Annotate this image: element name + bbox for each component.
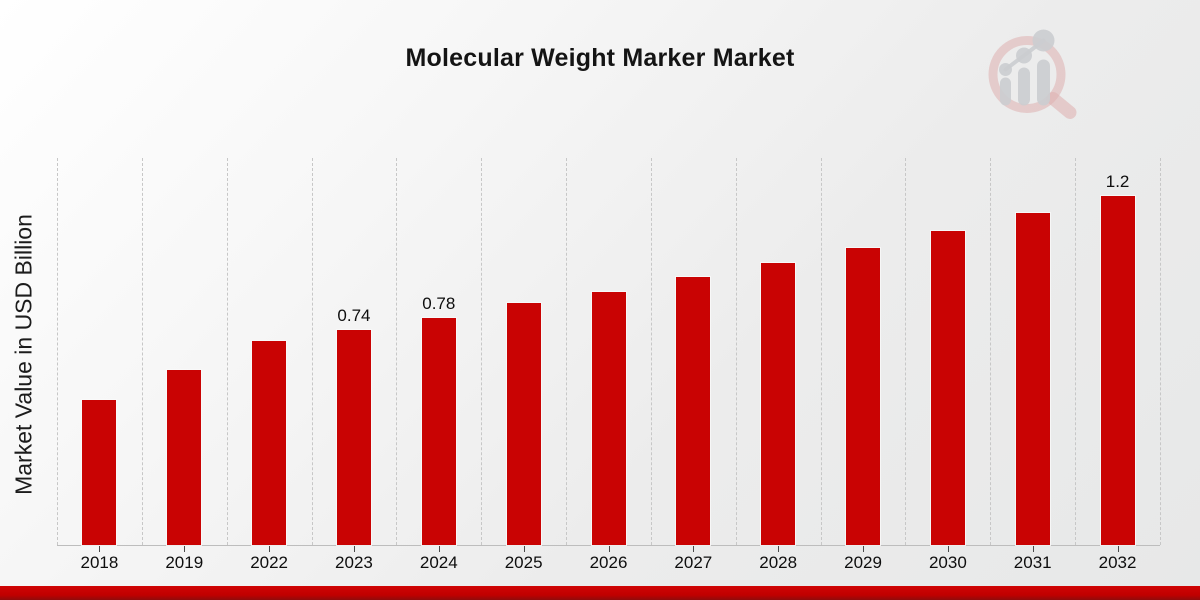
x-tick-label-2028: 2028 [759,553,798,572]
gridline [57,158,58,545]
x-axis-tick [608,546,610,552]
x-axis-tick [1117,546,1119,552]
bar-2031 [1015,213,1050,545]
bar-value-label-2032: 1.2 [1105,172,1130,191]
gridline [311,158,313,545]
bar-2025 [506,303,541,545]
x-tick-label-2026: 2026 [589,553,628,572]
bar-2027 [676,277,711,545]
x-tick-label-2019: 2019 [165,553,204,572]
x-axis-tick [523,546,525,552]
gridline [650,158,652,545]
bar-2018 [82,400,117,545]
gridline [226,158,228,545]
x-tick-label-2024: 2024 [419,553,458,572]
x-axis-tick [269,546,271,552]
x-tick-label-2031: 2031 [1013,553,1052,572]
bar-2023 [336,330,371,545]
bar-value-label-2024: 0.78 [422,294,456,313]
x-axis-tick [184,546,186,552]
x-tick-label-2018: 2018 [80,553,119,572]
bar-value-label-2023: 0.74 [337,306,371,325]
bar-2024 [421,318,456,545]
x-axis-tick [778,546,780,552]
bar-2030 [930,231,965,545]
x-tick-label-2030: 2030 [928,553,967,572]
gridline [1160,158,1161,545]
plot-area: 2018 2019 2022 2023 0.74 2024 0.78 2025 2026 2027… [57,158,1161,572]
gridline [905,158,907,545]
x-axis-line [57,545,1160,546]
x-axis-tick [353,546,355,552]
x-tick-label-2023: 2023 [335,553,373,572]
x-axis-tick [947,546,949,552]
x-tick-label-2029: 2029 [844,553,882,572]
gridline [820,158,822,545]
x-tick-label-2032: 2032 [1098,553,1137,572]
gridline [990,158,992,545]
x-tick-label-2027: 2027 [674,553,713,572]
x-tick-label-2022: 2022 [250,553,289,572]
gridline [566,158,568,545]
x-axis-tick [1032,546,1034,552]
x-axis-tick [438,546,440,552]
bar-2032 [1100,196,1135,545]
bar-2022 [252,341,287,545]
x-axis-tick [863,546,865,552]
x-axis-tick [99,546,101,552]
footer-red-strip [0,586,1200,600]
gridline [141,158,143,545]
magnifier-bar-chart-logo-icon [980,27,1086,123]
gridline [396,158,398,545]
gridline [735,158,737,545]
x-tick-label-2025: 2025 [504,553,543,572]
bar-2028 [761,263,796,545]
chart-title: Molecular Weight Marker Market [405,44,795,72]
bar-2029 [846,248,881,545]
gridline [1075,158,1077,545]
bar-2019 [167,370,202,545]
gridline [481,158,483,545]
x-axis-tick [693,546,695,552]
y-axis-label: Market Value in USD Billion [10,214,37,495]
bar-2026 [591,292,626,545]
